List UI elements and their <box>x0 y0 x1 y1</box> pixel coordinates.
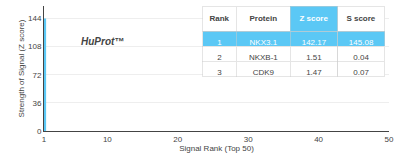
svg-text:36: 36 <box>32 99 41 108</box>
svg-text:10: 10 <box>103 135 112 144</box>
svg-text:20: 20 <box>173 135 182 144</box>
svg-text:1.47: 1.47 <box>306 68 322 77</box>
svg-text:Z score: Z score <box>299 14 328 23</box>
svg-text:72: 72 <box>32 71 41 80</box>
svg-text:50: 50 <box>385 135 394 144</box>
svg-text:0: 0 <box>37 127 42 136</box>
svg-text:Strength of Signal (Z score): Strength of Signal (Z score) <box>17 19 26 117</box>
svg-text:145.08: 145.08 <box>349 38 374 47</box>
svg-text:2: 2 <box>217 53 222 62</box>
svg-text:Signal Rank (Top 50): Signal Rank (Top 50) <box>179 144 254 153</box>
svg-text:CDK9: CDK9 <box>253 68 275 77</box>
svg-text:108: 108 <box>28 42 42 51</box>
svg-text:1: 1 <box>42 135 47 144</box>
svg-text:0.07: 0.07 <box>353 68 369 77</box>
svg-text:S score: S score <box>346 14 375 23</box>
svg-text:0.04: 0.04 <box>353 53 369 62</box>
svg-text:3: 3 <box>217 68 222 77</box>
svg-text:1.51: 1.51 <box>306 53 322 62</box>
svg-text:NKX3.1: NKX3.1 <box>250 38 278 47</box>
svg-text:144: 144 <box>28 14 42 23</box>
svg-text:NKXB-1: NKXB-1 <box>249 53 278 62</box>
svg-text:30: 30 <box>244 135 253 144</box>
svg-text:142.17: 142.17 <box>302 38 327 47</box>
svg-text:Rank: Rank <box>209 14 229 23</box>
svg-text:1: 1 <box>217 38 222 47</box>
svg-text:Protein: Protein <box>250 14 278 23</box>
svg-text:40: 40 <box>314 135 323 144</box>
svg-text:HuProt™: HuProt™ <box>81 36 124 47</box>
